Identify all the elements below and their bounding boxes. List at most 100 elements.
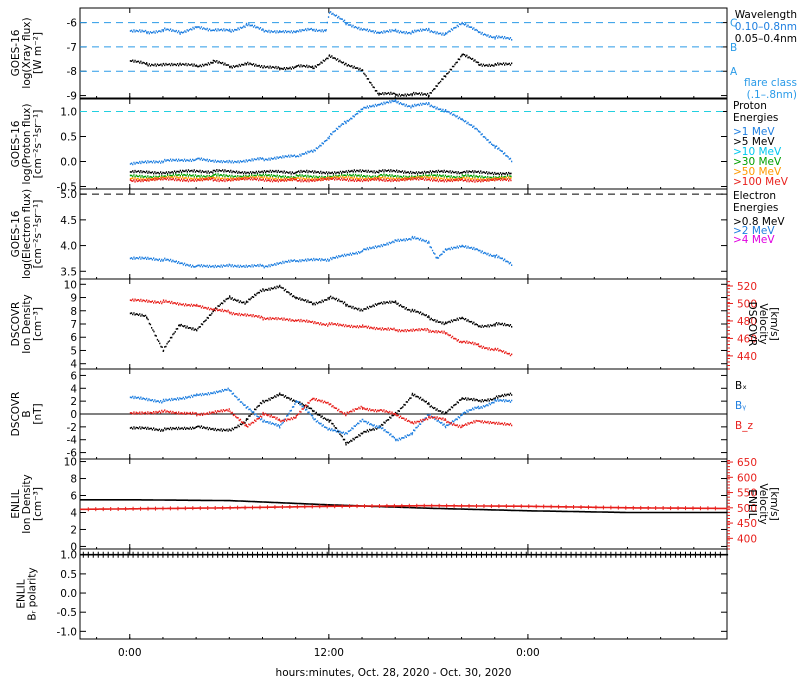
enlil-velocity-marker (384, 503, 389, 508)
enlil_density-rtick-label: 650 (737, 457, 757, 469)
enlil_density-right-label: ENLIL (746, 489, 758, 518)
proton-ytick-label: -0.5 (57, 182, 78, 194)
dscovr_density-right-label: DSCOVR (746, 302, 758, 347)
electron-legend-item: >0.8 MeV (733, 216, 785, 228)
xray-legend-item: 0.10–0.8nm (735, 21, 797, 33)
enlil-velocity-marker (153, 506, 158, 511)
enlil_polarity-ytick-label: 0.5 (60, 569, 77, 581)
electron-ylabel: log(Electron flux) (21, 189, 33, 279)
enlil-velocity-marker (459, 503, 464, 508)
dscovr_b-ytick-label: -2 (67, 422, 77, 434)
dscovr_b-ytick-label: 6 (70, 370, 77, 382)
enlil-velocity-marker (101, 507, 106, 512)
xray-frame (79, 7, 728, 99)
enlil-velocity-marker (257, 505, 262, 510)
enlil-velocity-marker (317, 504, 322, 509)
enlil_density-ytick-label: 0 (70, 541, 77, 553)
enlil-velocity-marker (250, 505, 255, 510)
b-legend-item: Bₓ (735, 380, 747, 392)
electron-legend-title: Electron (733, 190, 776, 202)
dscovr_b-ylabel: [nT] (32, 403, 44, 424)
proton-legend-item: >30 MeV (733, 156, 782, 168)
dscovr_b-series-black (129, 392, 513, 446)
enlil-velocity-marker (340, 504, 345, 509)
electron-legend-title: Energies (733, 202, 778, 214)
electron-series-blue (129, 235, 513, 269)
electron-legend-item: >4 MeV (733, 234, 775, 246)
enlil-velocity-marker (295, 504, 300, 509)
enlil-velocity-marker (668, 506, 673, 511)
dscovr_density-rtick-label: 440 (737, 351, 757, 363)
enlil-velocity-marker (235, 505, 240, 510)
electron-frame (79, 188, 728, 280)
enlil_density-rtick-label: 450 (737, 518, 757, 530)
enlil-velocity-marker (646, 505, 651, 510)
dscovr_density-ylabel: [cm⁻³] (32, 307, 44, 341)
enlil-velocity-marker (713, 506, 718, 511)
dscovr_density-ylabel: DSCOVR (10, 302, 22, 347)
enlil-velocity-marker (205, 506, 210, 511)
enlil-velocity-marker (690, 506, 695, 511)
enlil-velocity-marker (310, 504, 315, 509)
dscovr_density-ytick-label: 8 (70, 306, 77, 318)
enlil-velocity-marker (631, 505, 636, 510)
enlil-velocity-marker (653, 505, 658, 510)
proton-series-black (129, 169, 512, 176)
proton-ytick-label: 0.5 (60, 132, 77, 144)
dscovr_density-right-label: [km/s] (768, 307, 780, 341)
dscovr_density-rtick-label: 480 (737, 316, 757, 328)
enlil-velocity-marker (467, 503, 472, 508)
enlil-velocity-marker (534, 504, 539, 509)
proton-legend-item: >10 MeV (733, 146, 782, 158)
enlil-velocity-marker (437, 503, 442, 508)
enlil-velocity-marker (579, 505, 584, 510)
enlil-velocity-marker (392, 503, 397, 508)
enlil-velocity-marker (108, 507, 113, 512)
dscovr_b-ylabel: B (21, 410, 33, 417)
dscovr_density-series-red (129, 298, 513, 357)
enlil-velocity-marker (549, 504, 554, 509)
enlil-velocity-marker (168, 506, 173, 511)
enlil-velocity-marker (272, 505, 277, 510)
proton-series-red (129, 177, 512, 183)
enlil-velocity-marker (601, 505, 606, 510)
enlil-velocity-marker (414, 503, 419, 508)
enlil-velocity-marker (676, 506, 681, 511)
enlil_polarity-ytick-label: -0.5 (57, 607, 78, 619)
enlil-velocity-marker (705, 506, 710, 511)
enlil-velocity-marker (175, 506, 180, 511)
xray-ylabel: GOES-16 (10, 29, 22, 76)
enlil-velocity-marker (474, 503, 479, 508)
xray-series-black (129, 53, 513, 97)
enlil-velocity-marker (608, 505, 613, 510)
x-tick-label: 0:00 (118, 647, 142, 659)
dscovr_b-series-red (129, 397, 513, 429)
xray-legend-title: Wavelength (735, 9, 797, 21)
proton-legend-item: >5 MeV (733, 136, 775, 148)
enlil-velocity-marker (661, 506, 666, 511)
enlil_density-ytick-label: 4 (70, 507, 77, 519)
dscovr_density-ylabel: Ion Density (21, 294, 33, 353)
dscovr_density-rtick-label: 500 (737, 298, 757, 310)
electron-ytick-label: 4.5 (60, 215, 77, 227)
enlil-velocity-marker (347, 504, 352, 509)
enlil-velocity-marker (593, 505, 598, 510)
dscovr_density-right-label: Velocity (757, 303, 769, 344)
enlil_density-ytick-label: 6 (70, 491, 77, 503)
enlil-velocity-marker (638, 505, 643, 510)
enlil_polarity-ylabel: ENLIL (16, 579, 28, 608)
xray-flare-label: B (730, 42, 737, 54)
enlil-velocity-marker (198, 506, 203, 511)
enlil_density-rtick-label: 400 (737, 533, 757, 545)
enlil-velocity-marker (698, 506, 703, 511)
enlil-velocity-marker (369, 504, 374, 509)
proton-legend-item: >1 MeV (733, 126, 775, 138)
proton-series-green (129, 173, 512, 180)
dscovr_density-ytick-label: 9 (70, 293, 77, 305)
dscovr_density-frame (79, 278, 728, 370)
b-legend-item: B_z (735, 420, 753, 432)
enlil_polarity-ylabel: Bᵣ polarity (27, 567, 39, 620)
enlil_density-rtick-label: 500 (737, 503, 757, 515)
enlil-velocity-marker (452, 503, 457, 508)
